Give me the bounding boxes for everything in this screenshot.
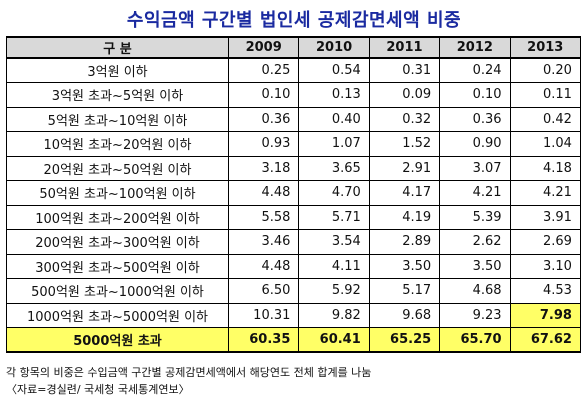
row-value: 65.70: [439, 327, 511, 353]
row-value: 0.36: [439, 106, 511, 132]
row-value: 67.62: [509, 327, 581, 353]
row-value: 0.25: [227, 57, 300, 83]
row-label: 200억원 초과~300억원 이하: [6, 229, 229, 255]
row-value: 3.50: [439, 253, 511, 279]
row-value: 60.35: [227, 327, 300, 353]
row-value: 60.41: [298, 327, 370, 353]
table-row: 3억원 초과~5억원 이하 0.10 0.13 0.09 0.10 0.11: [6, 82, 581, 108]
row-value: 4.18: [509, 155, 581, 181]
tax-share-table: 구 분 2009 2010 2011 2012 2013 3억원 이하 0.25 0…: [6, 36, 581, 353]
row-value: 5.58: [227, 204, 300, 230]
row-value: 0.31: [368, 57, 441, 83]
row-label: 50억원 초과~100억원 이하: [6, 180, 229, 206]
row-value: 0.13: [298, 82, 370, 108]
row-value: 4.48: [227, 180, 300, 206]
row-value: 2.91: [368, 155, 441, 181]
row-label: 300억원 초과~500억원 이하: [6, 253, 229, 279]
row-label: 10억원 초과~20억원 이하: [6, 131, 229, 157]
row-value: 5.92: [298, 278, 370, 304]
row-value: 10.31: [227, 302, 300, 328]
row-value: 9.82: [298, 302, 370, 328]
footnote-method: 각 항목의 비중은 수입금액 구간별 공제감면세액에서 해당연도 전체 합계를 …: [6, 366, 372, 379]
header-year: 2009: [227, 36, 300, 59]
row-value: 4.21: [509, 180, 581, 206]
row-value: 2.62: [439, 229, 511, 255]
row-label: 5억원 초과~10억원 이하: [6, 106, 229, 132]
table-row: 20억원 초과~50억원 이하 3.18 3.65 2.91 3.07 4.18: [6, 155, 581, 181]
row-value: 5.39: [439, 204, 511, 230]
row-label: 20억원 초과~50억원 이하: [6, 155, 229, 181]
header-row: 구 분 2009 2010 2011 2012 2013: [6, 36, 581, 59]
row-value: 0.54: [298, 57, 370, 83]
row-value: 4.70: [298, 180, 370, 206]
table-row: 100억원 초과~200억원 이하 5.58 5.71 4.19 5.39 3.91: [6, 204, 581, 230]
row-value: 3.91: [509, 204, 581, 230]
row-value: 3.50: [368, 253, 441, 279]
row-value: 0.36: [227, 106, 300, 132]
row-value: 3.18: [227, 155, 300, 181]
row-value: 7.98: [509, 302, 581, 328]
row-label: 500억원 초과~1000억원 이하: [6, 278, 229, 304]
row-value: 9.68: [368, 302, 441, 328]
row-value: 4.21: [439, 180, 511, 206]
table-row: 500억원 초과~1000억원 이하 6.50 5.92 5.17 4.68 4.53: [6, 278, 581, 304]
row-value: 0.09: [368, 82, 441, 108]
table-row: 1000억원 초과~5000억원 이하 10.31 9.82 9.68 9.23 7.98: [6, 302, 581, 328]
row-value: 3.54: [298, 229, 370, 255]
row-value: 0.10: [227, 82, 300, 108]
row-value: 0.93: [227, 131, 300, 157]
table-row: 200억원 초과~300억원 이하 3.46 3.54 2.89 2.62 2.69: [6, 229, 581, 255]
row-label: 3억원 이하: [6, 57, 229, 83]
header-year: 2010: [298, 36, 370, 59]
row-label: 1000억원 초과~5000억원 이하: [6, 302, 229, 328]
row-value: 4.68: [439, 278, 511, 304]
row-value: 65.25: [368, 327, 441, 353]
table-row: 10억원 초과~20억원 이하 0.93 1.07 1.52 0.90 1.04: [6, 131, 581, 157]
page-title: 수익금액 구간별 법인세 공제감면세액 비중: [126, 10, 462, 31]
table-row: 3억원 이하 0.25 0.54 0.31 0.24 0.20: [6, 57, 581, 83]
header-category: 구 분: [6, 36, 229, 59]
row-value: 0.42: [509, 106, 581, 132]
row-label: 3억원 초과~5억원 이하: [6, 82, 229, 108]
row-label: 100억원 초과~200억원 이하: [6, 204, 229, 230]
row-value: 4.11: [298, 253, 370, 279]
header-year: 2013: [509, 36, 581, 59]
header-year: 2012: [439, 36, 511, 59]
row-value: 4.48: [227, 253, 300, 279]
row-value: 5.71: [298, 204, 370, 230]
table-row: 50억원 초과~100억원 이하 4.48 4.70 4.17 4.21 4.21: [6, 180, 581, 206]
row-value: 0.10: [439, 82, 511, 108]
row-value: 0.24: [439, 57, 511, 83]
row-value: 3.10: [509, 253, 581, 279]
table-row: 5억원 초과~10억원 이하 0.36 0.40 0.32 0.36 0.42: [6, 106, 581, 132]
row-value: 5.17: [368, 278, 441, 304]
footnote-source: 〈자료=경실련/ 국세청 국세통계연보〉: [6, 383, 190, 396]
table-row: 5000억원 초과 60.35 60.41 65.25 65.70 67.62: [6, 327, 581, 353]
row-value: 3.65: [298, 155, 370, 181]
row-value: 4.53: [509, 278, 581, 304]
row-value: 1.52: [368, 131, 441, 157]
table-body: 3억원 이하 0.25 0.54 0.31 0.24 0.20 3억원 초과~5억원 이하 0…: [6, 57, 581, 353]
table-row: 300억원 초과~500억원 이하 4.48 4.11 3.50 3.50 3.10: [6, 253, 581, 279]
row-value: 3.46: [227, 229, 300, 255]
row-value: 0.90: [439, 131, 511, 157]
row-value: 0.32: [368, 106, 441, 132]
row-value: 2.69: [509, 229, 581, 255]
row-value: 9.23: [439, 302, 511, 328]
row-value: 0.20: [509, 57, 581, 83]
row-value: 1.07: [298, 131, 370, 157]
row-value: 1.04: [509, 131, 581, 157]
header-year: 2011: [368, 36, 441, 59]
row-value: 6.50: [227, 278, 300, 304]
row-value: 4.17: [368, 180, 441, 206]
row-value: 3.07: [439, 155, 511, 181]
row-value: 0.40: [298, 106, 370, 132]
row-label: 5000억원 초과: [6, 327, 229, 353]
row-value: 2.89: [368, 229, 441, 255]
row-value: 0.11: [509, 82, 581, 108]
row-value: 4.19: [368, 204, 441, 230]
